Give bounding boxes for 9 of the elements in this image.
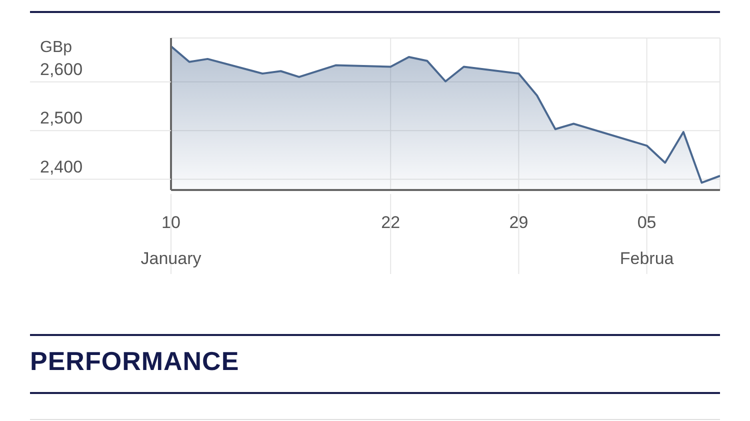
- y-tick-label: 2,400: [40, 157, 83, 176]
- y-axis-title: GBp: [40, 39, 72, 56]
- y-tick-label: 2,500: [40, 108, 83, 128]
- x-tick-label: 29: [509, 213, 528, 232]
- x-tick-label: 22: [381, 213, 400, 232]
- x-tick-label: 05 Februa: [620, 213, 674, 268]
- x-tick-label: 10 January: [140, 213, 202, 268]
- y-tick-label: 2,600: [40, 60, 83, 79]
- text: PERFORMANCE: [30, 346, 240, 377]
